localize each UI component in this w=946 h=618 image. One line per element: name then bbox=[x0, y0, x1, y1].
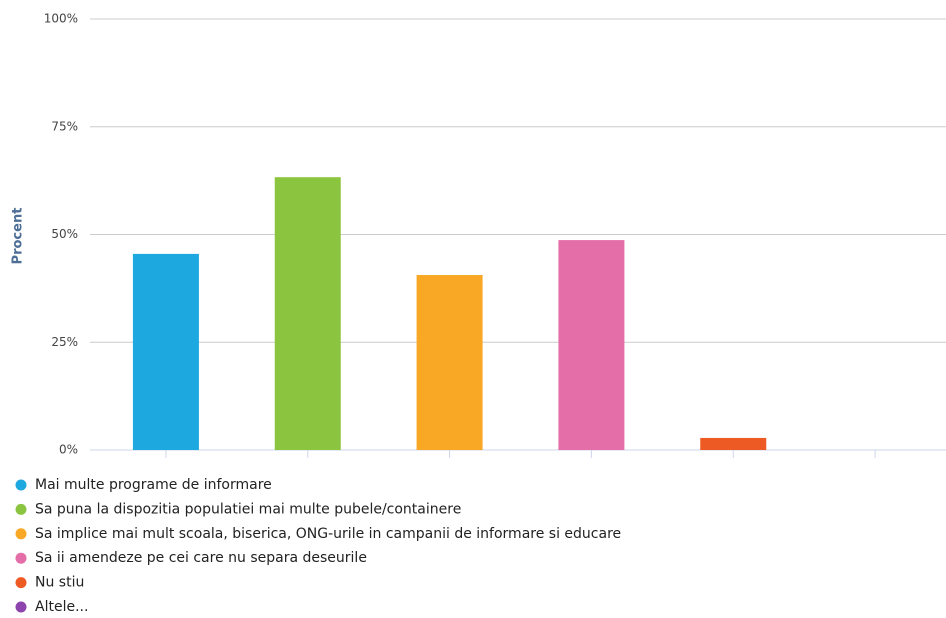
legend-marker bbox=[15, 528, 27, 540]
legend-marker bbox=[15, 577, 27, 589]
y-tick-label: 75% bbox=[51, 119, 78, 133]
legend-marker bbox=[15, 479, 27, 491]
y-tick-label: 100% bbox=[44, 12, 78, 26]
legend-marker bbox=[15, 503, 27, 515]
legend-label: Sa ii amendeze pe cei care nu separa des… bbox=[35, 550, 367, 566]
legend-label: Sa puna la dispozitia populatiei mai mul… bbox=[35, 501, 461, 517]
bar bbox=[700, 437, 767, 450]
legend-label: Nu stiu bbox=[35, 575, 84, 591]
y-axis-title: Procent bbox=[11, 208, 26, 265]
bar bbox=[558, 240, 625, 450]
y-tick-label: 50% bbox=[51, 227, 78, 241]
legend-marker bbox=[15, 601, 27, 613]
bar bbox=[132, 253, 199, 450]
y-tick-label: 25% bbox=[51, 335, 78, 349]
legend-label: Sa implice mai mult scoala, biserica, ON… bbox=[35, 526, 621, 542]
legend-label: Mai multe programe de informare bbox=[35, 477, 272, 493]
y-tick-label: 0% bbox=[59, 443, 78, 457]
legend-marker bbox=[15, 552, 27, 564]
bar bbox=[274, 177, 341, 450]
legend-label: Altele... bbox=[35, 599, 88, 615]
bar bbox=[416, 275, 483, 450]
